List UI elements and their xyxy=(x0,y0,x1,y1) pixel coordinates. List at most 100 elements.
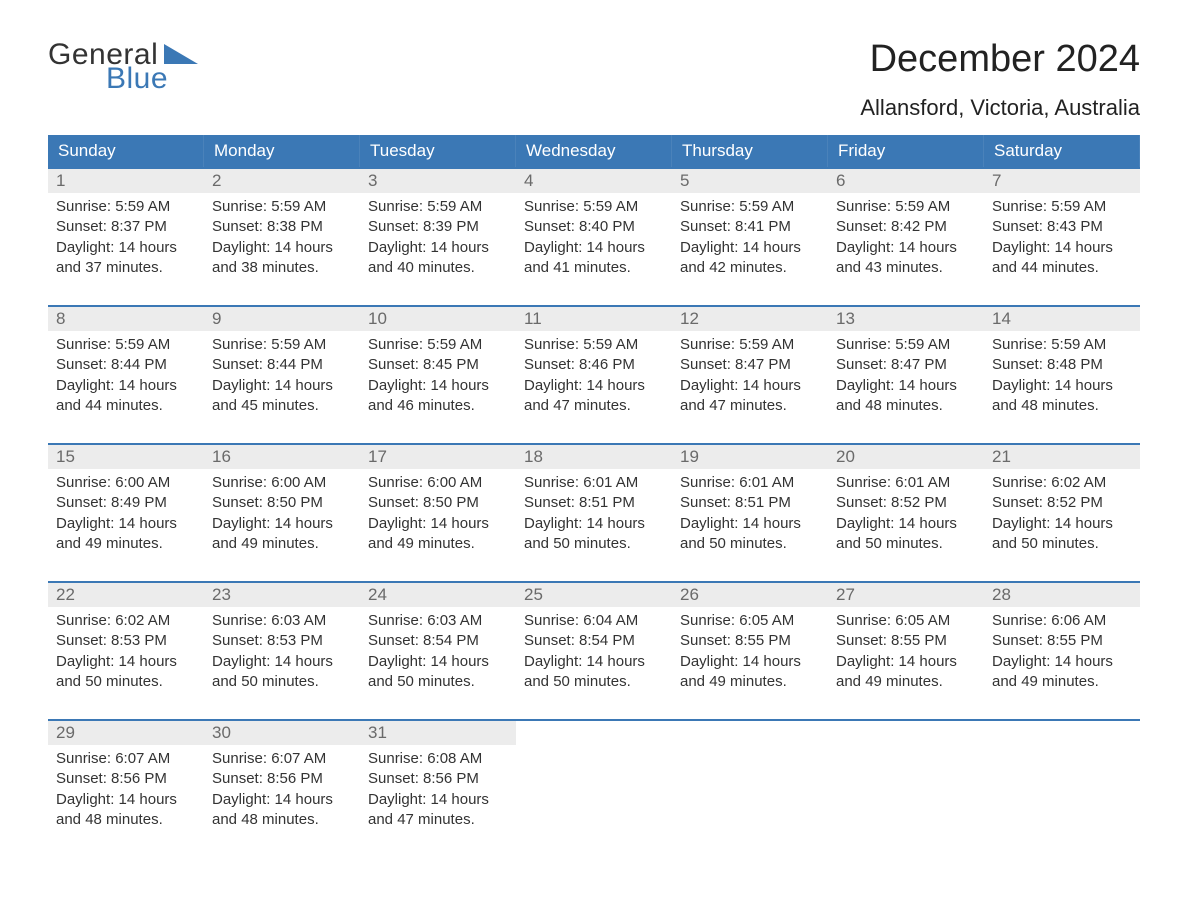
weekday-saturday: Saturday xyxy=(984,135,1140,167)
day-number: 23 xyxy=(204,583,360,607)
sunset-line: Sunset: 8:55 PM xyxy=(680,631,820,651)
title-block: December 2024 Allansford, Victoria, Aust… xyxy=(860,38,1140,121)
day-details: Sunrise: 6:01 AMSunset: 8:51 PMDaylight:… xyxy=(672,469,828,560)
day-cell: 16Sunrise: 6:00 AMSunset: 8:50 PMDayligh… xyxy=(204,445,360,563)
day-details: Sunrise: 6:08 AMSunset: 8:56 PMDaylight:… xyxy=(360,745,516,836)
sunrise-line: Sunrise: 5:59 AM xyxy=(836,335,976,355)
day-cell: 12Sunrise: 5:59 AMSunset: 8:47 PMDayligh… xyxy=(672,307,828,425)
day-number: 2 xyxy=(204,169,360,193)
sunset-line: Sunset: 8:47 PM xyxy=(836,355,976,375)
sunset-line: Sunset: 8:44 PM xyxy=(212,355,352,375)
sunset-line: Sunset: 8:55 PM xyxy=(992,631,1132,651)
sunrise-line: Sunrise: 6:08 AM xyxy=(368,749,508,769)
day-details: Sunrise: 5:59 AMSunset: 8:43 PMDaylight:… xyxy=(984,193,1140,284)
day-cell xyxy=(516,721,672,839)
day-details: Sunrise: 6:00 AMSunset: 8:50 PMDaylight:… xyxy=(360,469,516,560)
day-number: 24 xyxy=(360,583,516,607)
day-cell: 31Sunrise: 6:08 AMSunset: 8:56 PMDayligh… xyxy=(360,721,516,839)
daylight-line: Daylight: 14 hours and 49 minutes. xyxy=(836,652,976,693)
weekday-header-row: SundayMondayTuesdayWednesdayThursdayFrid… xyxy=(48,135,1140,167)
daylight-line: Daylight: 14 hours and 50 minutes. xyxy=(524,652,664,693)
weekday-friday: Friday xyxy=(828,135,984,167)
day-details: Sunrise: 5:59 AMSunset: 8:48 PMDaylight:… xyxy=(984,331,1140,422)
day-number: 9 xyxy=(204,307,360,331)
weekday-wednesday: Wednesday xyxy=(516,135,672,167)
sunset-line: Sunset: 8:54 PM xyxy=(524,631,664,651)
day-number: 18 xyxy=(516,445,672,469)
day-number: 6 xyxy=(828,169,984,193)
day-cell xyxy=(984,721,1140,839)
day-details: Sunrise: 5:59 AMSunset: 8:47 PMDaylight:… xyxy=(672,331,828,422)
day-details: Sunrise: 6:04 AMSunset: 8:54 PMDaylight:… xyxy=(516,607,672,698)
day-cell: 26Sunrise: 6:05 AMSunset: 8:55 PMDayligh… xyxy=(672,583,828,701)
daylight-line: Daylight: 14 hours and 43 minutes. xyxy=(836,238,976,279)
day-number: 19 xyxy=(672,445,828,469)
day-number: 30 xyxy=(204,721,360,745)
sunrise-line: Sunrise: 6:07 AM xyxy=(56,749,196,769)
sunrise-line: Sunrise: 5:59 AM xyxy=(368,335,508,355)
day-number: 16 xyxy=(204,445,360,469)
daylight-line: Daylight: 14 hours and 40 minutes. xyxy=(368,238,508,279)
day-number: 1 xyxy=(48,169,204,193)
daylight-line: Daylight: 14 hours and 50 minutes. xyxy=(836,514,976,555)
brand-triangle-icon xyxy=(164,42,198,69)
sunrise-line: Sunrise: 6:01 AM xyxy=(836,473,976,493)
week-row: 29Sunrise: 6:07 AMSunset: 8:56 PMDayligh… xyxy=(48,719,1140,839)
sunset-line: Sunset: 8:44 PM xyxy=(56,355,196,375)
day-number: 14 xyxy=(984,307,1140,331)
day-number: 7 xyxy=(984,169,1140,193)
day-details: Sunrise: 6:02 AMSunset: 8:53 PMDaylight:… xyxy=(48,607,204,698)
day-cell: 2Sunrise: 5:59 AMSunset: 8:38 PMDaylight… xyxy=(204,169,360,287)
day-details: Sunrise: 5:59 AMSunset: 8:44 PMDaylight:… xyxy=(48,331,204,422)
daylight-line: Daylight: 14 hours and 50 minutes. xyxy=(680,514,820,555)
sunset-line: Sunset: 8:56 PM xyxy=(368,769,508,789)
day-cell: 25Sunrise: 6:04 AMSunset: 8:54 PMDayligh… xyxy=(516,583,672,701)
day-details: Sunrise: 6:05 AMSunset: 8:55 PMDaylight:… xyxy=(828,607,984,698)
sunset-line: Sunset: 8:53 PM xyxy=(212,631,352,651)
sunset-line: Sunset: 8:38 PM xyxy=(212,217,352,237)
location-subtitle: Allansford, Victoria, Australia xyxy=(860,95,1140,121)
day-details: Sunrise: 6:00 AMSunset: 8:49 PMDaylight:… xyxy=(48,469,204,560)
sunrise-line: Sunrise: 5:59 AM xyxy=(524,197,664,217)
day-number: 31 xyxy=(360,721,516,745)
day-number: 11 xyxy=(516,307,672,331)
daylight-line: Daylight: 14 hours and 48 minutes. xyxy=(992,376,1132,417)
sunrise-line: Sunrise: 5:59 AM xyxy=(56,197,196,217)
day-cell: 3Sunrise: 5:59 AMSunset: 8:39 PMDaylight… xyxy=(360,169,516,287)
day-number: 17 xyxy=(360,445,516,469)
daylight-line: Daylight: 14 hours and 48 minutes. xyxy=(56,790,196,831)
sunset-line: Sunset: 8:50 PM xyxy=(212,493,352,513)
day-number: 27 xyxy=(828,583,984,607)
daylight-line: Daylight: 14 hours and 49 minutes. xyxy=(368,514,508,555)
day-details: Sunrise: 6:01 AMSunset: 8:51 PMDaylight:… xyxy=(516,469,672,560)
day-cell: 18Sunrise: 6:01 AMSunset: 8:51 PMDayligh… xyxy=(516,445,672,563)
sunrise-line: Sunrise: 6:04 AM xyxy=(524,611,664,631)
day-details: Sunrise: 5:59 AMSunset: 8:38 PMDaylight:… xyxy=(204,193,360,284)
day-details: Sunrise: 5:59 AMSunset: 8:39 PMDaylight:… xyxy=(360,193,516,284)
day-number: 4 xyxy=(516,169,672,193)
daylight-line: Daylight: 14 hours and 49 minutes. xyxy=(680,652,820,693)
day-details: Sunrise: 5:59 AMSunset: 8:37 PMDaylight:… xyxy=(48,193,204,284)
day-cell: 27Sunrise: 6:05 AMSunset: 8:55 PMDayligh… xyxy=(828,583,984,701)
sunset-line: Sunset: 8:37 PM xyxy=(56,217,196,237)
sunrise-line: Sunrise: 6:00 AM xyxy=(56,473,196,493)
day-cell xyxy=(828,721,984,839)
daylight-line: Daylight: 14 hours and 46 minutes. xyxy=(368,376,508,417)
daylight-line: Daylight: 14 hours and 50 minutes. xyxy=(992,514,1132,555)
day-cell: 1Sunrise: 5:59 AMSunset: 8:37 PMDaylight… xyxy=(48,169,204,287)
day-cell: 4Sunrise: 5:59 AMSunset: 8:40 PMDaylight… xyxy=(516,169,672,287)
day-details: Sunrise: 6:00 AMSunset: 8:50 PMDaylight:… xyxy=(204,469,360,560)
day-details: Sunrise: 5:59 AMSunset: 8:47 PMDaylight:… xyxy=(828,331,984,422)
day-cell: 6Sunrise: 5:59 AMSunset: 8:42 PMDaylight… xyxy=(828,169,984,287)
daylight-line: Daylight: 14 hours and 49 minutes. xyxy=(56,514,196,555)
sunset-line: Sunset: 8:41 PM xyxy=(680,217,820,237)
sunrise-line: Sunrise: 6:02 AM xyxy=(992,473,1132,493)
day-details: Sunrise: 5:59 AMSunset: 8:41 PMDaylight:… xyxy=(672,193,828,284)
daylight-line: Daylight: 14 hours and 50 minutes. xyxy=(56,652,196,693)
day-details: Sunrise: 6:03 AMSunset: 8:54 PMDaylight:… xyxy=(360,607,516,698)
daylight-line: Daylight: 14 hours and 47 minutes. xyxy=(524,376,664,417)
brand-logo: General Blue xyxy=(48,38,198,96)
daylight-line: Daylight: 14 hours and 49 minutes. xyxy=(212,514,352,555)
day-cell: 21Sunrise: 6:02 AMSunset: 8:52 PMDayligh… xyxy=(984,445,1140,563)
sunset-line: Sunset: 8:50 PM xyxy=(368,493,508,513)
